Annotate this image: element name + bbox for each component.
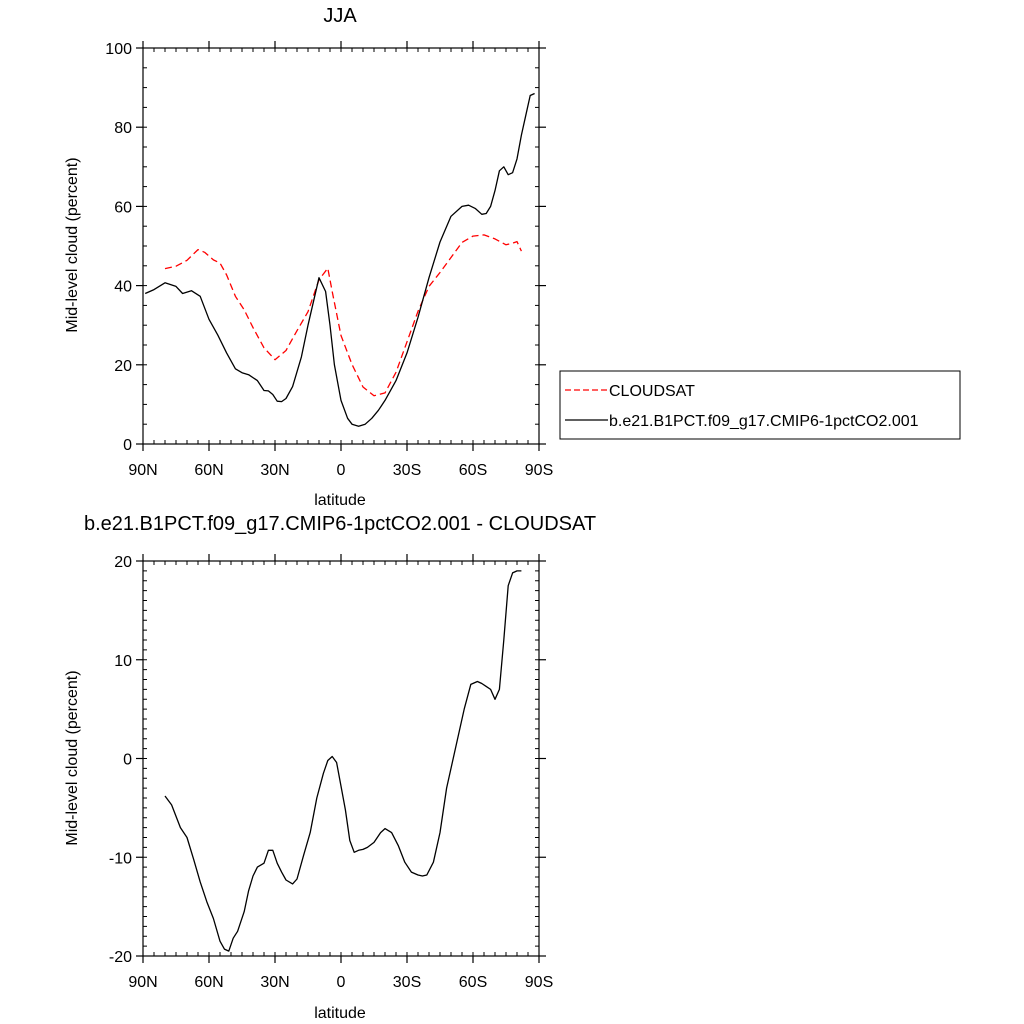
series-line-cloudsat: [164, 234, 522, 397]
x-tick-label: 60S: [459, 974, 487, 991]
legend-label-cloudsat: CLOUDSAT: [609, 383, 695, 400]
top-chart-x-axis-label: latitude: [314, 492, 366, 509]
x-tick-label: 60N: [194, 974, 223, 991]
series-line-model: [144, 92, 535, 427]
y-tick-label: 20: [114, 358, 132, 375]
bottom-chart-title: b.e21.B1PCT.f09_g17.CMIP6-1pctCO2.001 - …: [84, 513, 596, 535]
plot-frame: [142, 47, 540, 445]
y-tick-label: 0: [123, 437, 132, 454]
x-tick-label: 60S: [459, 462, 487, 479]
x-tick-label: 0: [337, 462, 346, 479]
y-tick-label: 60: [114, 199, 132, 216]
x-tick-label: 0: [337, 974, 346, 991]
bottom-chart-panel: b.e21.B1PCT.f09_g17.CMIP6-1pctCO2.001 - …: [64, 513, 596, 1022]
y-tick-label: 20: [114, 554, 132, 571]
y-tick-label: -10: [109, 850, 132, 867]
x-tick-label: 30N: [260, 974, 289, 991]
series-line-difference: [164, 570, 522, 952]
legend: CLOUDSAT b.e21.B1PCT.f09_g17.CMIP6-1pctC…: [559, 370, 961, 440]
y-tick-label: 80: [114, 120, 132, 137]
top-chart-title: JJA: [323, 5, 357, 27]
y-tick-label: -20: [109, 949, 132, 966]
x-tick-label: 90N: [128, 462, 157, 479]
y-tick-label: 40: [114, 279, 132, 296]
legend-label-model: b.e21.B1PCT.f09_g17.CMIP6-1pctCO2.001: [609, 413, 919, 430]
x-tick-label: 60N: [194, 462, 223, 479]
top-chart-panel: JJA Mid-level cloud (percent) latitude 0…: [64, 5, 553, 509]
y-tick-label: 0: [123, 752, 132, 769]
x-tick-label: 30S: [393, 462, 421, 479]
x-tick-label: 30S: [393, 974, 421, 991]
x-tick-label: 90S: [525, 974, 553, 991]
x-tick-label: 90S: [525, 462, 553, 479]
top-chart-y-axis-label: Mid-level cloud (percent): [64, 157, 81, 332]
bottom-chart-y-axis-label: Mid-level cloud (percent): [64, 670, 81, 845]
y-tick-label: 10: [114, 653, 132, 670]
bottom-chart-x-axis-label: latitude: [314, 1005, 366, 1022]
x-tick-label: 30N: [260, 462, 289, 479]
plot-frame: [142, 560, 540, 957]
legend-box: [559, 370, 961, 440]
x-tick-label: 90N: [128, 974, 157, 991]
y-tick-label: 100: [105, 41, 132, 58]
